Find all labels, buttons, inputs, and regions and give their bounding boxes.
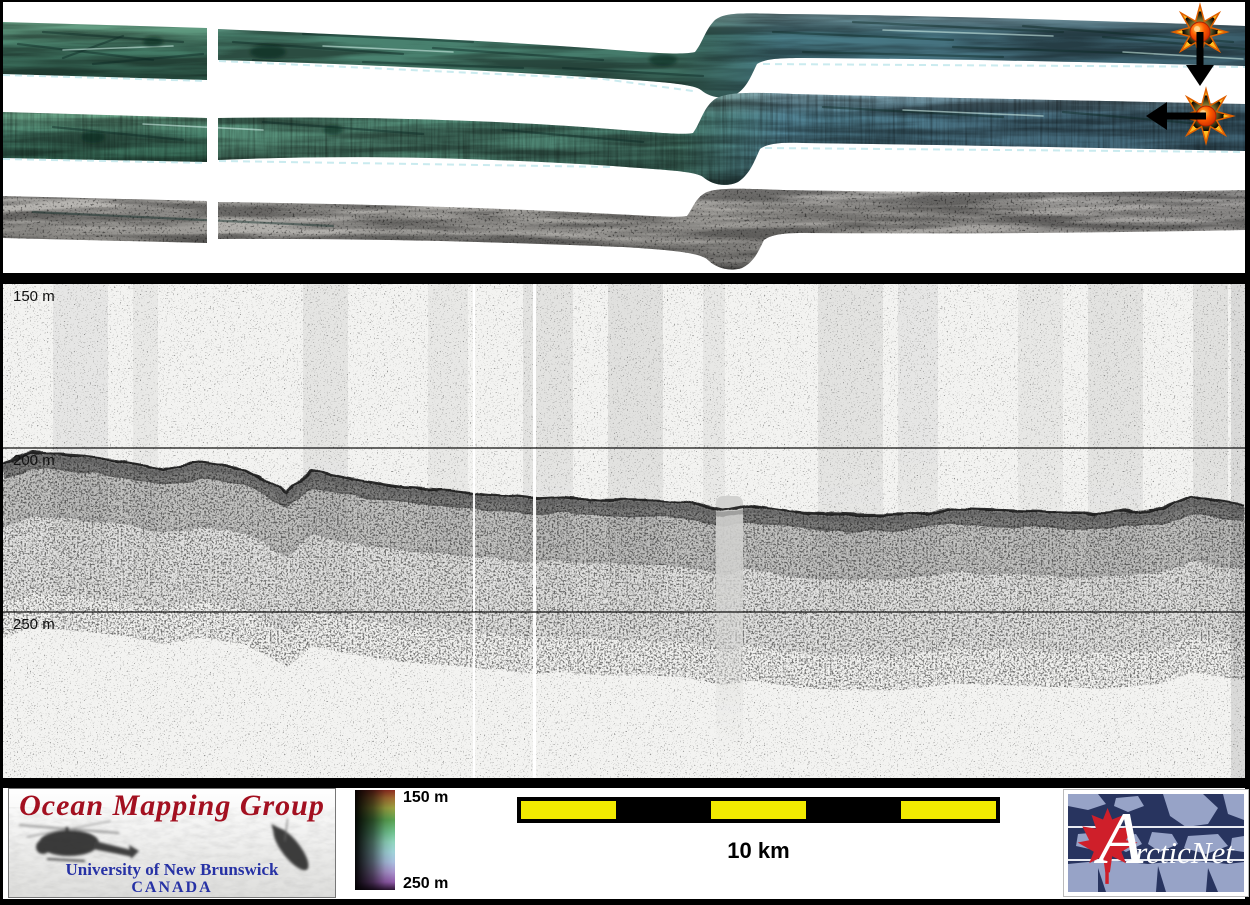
depth-label-150m: 150 m [13, 288, 55, 305]
omg-title: Ocean Mapping Group [19, 789, 325, 822]
acoustic-plume [716, 496, 743, 754]
scale-bar-segment [806, 801, 901, 819]
omg-logo: Ocean Mapping Group University of New Br… [8, 788, 336, 898]
arctic-channels [1098, 866, 1218, 892]
colorbar-bottom-label: 250 m [403, 875, 449, 892]
seabed-reflector [3, 451, 1245, 523]
band-divider [1068, 826, 1244, 828]
colorbar-top-label: 150 m [403, 789, 449, 806]
depth-colorbar [355, 790, 395, 890]
data-gap-lines [473, 284, 536, 778]
omg-university: University of New Brunswick [65, 860, 279, 879]
swath-mosaic-graphic [3, 2, 1245, 270]
iceberg-scour-marks [16, 20, 1245, 228]
scale-bar-segment [616, 801, 711, 819]
swath-edge-halo [3, 60, 1245, 168]
scale-bar-segment [711, 801, 806, 819]
ship-icon [271, 818, 309, 871]
depth-label-200m: 200 m [13, 452, 55, 469]
arcticnet-initial: A [1098, 798, 1144, 880]
scale-bar-segment [901, 801, 996, 819]
scale-bar-segment [521, 801, 616, 819]
maple-leaf-icon [1077, 808, 1138, 884]
arctic-landmasses [1068, 794, 1244, 892]
left-arrow-icon [1146, 102, 1206, 130]
omg-artwork [9, 789, 335, 897]
footer-bar: Ocean Mapping Group University of New Br… [3, 788, 1249, 899]
down-arrow-icon [1186, 32, 1214, 86]
scale-bar [517, 797, 1000, 823]
scale-bar-label: 10 km [727, 838, 790, 863]
echogram-graphic [3, 284, 1245, 778]
omg-country: CANADA [131, 879, 213, 896]
depth-label-250m: 250 m [13, 616, 55, 633]
arcticnet-rest: rcticNet [1135, 835, 1234, 870]
swath-mosaic-panel [3, 2, 1245, 273]
arctic-map-graphic [1068, 794, 1244, 892]
band-divider [1068, 859, 1244, 861]
echogram-panel: 150 m 200 m 250 m [3, 284, 1245, 778]
helicopter-icon [18, 820, 139, 862]
